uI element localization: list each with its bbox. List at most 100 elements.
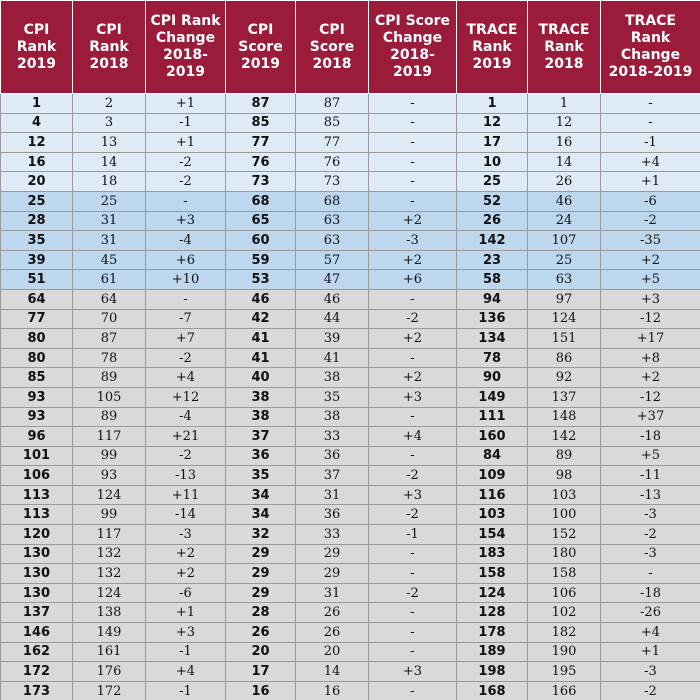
table-cell: - <box>368 93 457 114</box>
table-cell: 98 <box>527 465 601 486</box>
table-cell: 109 <box>456 465 528 486</box>
table-cell: 25 <box>527 249 601 271</box>
table-row: 101 99 -2 36 36-84 89 +5 <box>0 445 700 467</box>
table-cell: - <box>368 680 457 700</box>
table-cell: +1 <box>600 171 700 192</box>
table-cell: 25 <box>72 190 146 212</box>
table-cell: -14 <box>145 504 226 526</box>
table-row: 137 138 +1 28 26-128 102 -26 <box>0 602 700 624</box>
table-cell: 100 <box>527 504 601 526</box>
table-cell: - <box>368 406 457 428</box>
header-cell: CPI Rank Change 2018- 2019 <box>145 0 226 94</box>
table-cell: 24 <box>527 210 601 232</box>
table-cell: 93 <box>0 386 73 408</box>
table-cell: 46 <box>225 288 296 310</box>
table-cell: 182 <box>527 622 601 643</box>
table-cell: 14 <box>72 151 146 173</box>
table-cell: 87 <box>72 328 146 349</box>
table-cell: -2 <box>600 524 700 545</box>
table-cell: 36 <box>295 445 369 467</box>
table-cell: 142 <box>527 426 601 447</box>
table-cell: 59 <box>225 249 296 271</box>
table-cell: 124 <box>72 582 146 604</box>
table-cell: +10 <box>145 269 226 290</box>
table-cell: 33 <box>295 524 369 545</box>
table-cell: 116 <box>456 484 528 506</box>
table-cell: 14 <box>527 151 601 173</box>
header-cell: TRACE Rank 2018 <box>527 0 601 94</box>
table-cell: -2 <box>368 582 457 604</box>
table-cell: 94 <box>456 288 528 310</box>
table-cell: 99 <box>72 504 146 526</box>
table-cell: 149 <box>456 386 528 408</box>
table-row: 162 161 -1 20 20-189 190 +1 <box>0 641 700 663</box>
table-cell: +4 <box>600 151 700 173</box>
table-row: 12 13 +1 77 77-17 16 -1 <box>0 132 700 153</box>
table-row: 25 25-68 68-52 46 -6 <box>0 190 700 212</box>
table-cell: 183 <box>456 543 528 565</box>
table-cell: 132 <box>72 563 146 584</box>
table-cell: - <box>368 445 457 467</box>
table-cell: 29 <box>225 582 296 604</box>
table-cell: 23 <box>456 249 528 271</box>
table-cell: -12 <box>600 386 700 408</box>
table-body: 1 2 +1 87 87-1 1-4 3 -1 85 85-12 12-12 13 +1 77 77-17 1… <box>0 93 700 700</box>
table-cell: 73 <box>225 171 296 192</box>
table-cell: +2 <box>368 249 457 271</box>
table-cell: 93 <box>72 465 146 486</box>
table-cell: 77 <box>0 308 73 330</box>
table-cell: 33 <box>295 426 369 447</box>
table-cell: +7 <box>145 328 226 349</box>
table-cell: 160 <box>456 426 528 447</box>
table-cell: 137 <box>0 602 73 624</box>
table-cell: 29 <box>225 543 296 565</box>
table-cell: 26 <box>456 210 528 232</box>
table-cell: -18 <box>600 426 700 447</box>
table-cell: 58 <box>456 269 528 290</box>
table-cell: -1 <box>145 641 226 663</box>
table-cell: 99 <box>72 445 146 467</box>
table-row: 96 117 +21 37 33 +4 160 142 -18 <box>0 426 700 447</box>
table-cell: -26 <box>600 602 700 624</box>
table-cell: 77 <box>225 132 296 153</box>
table-cell: 107 <box>527 230 601 251</box>
table-cell: 63 <box>295 230 369 251</box>
table-cell: - <box>145 288 226 310</box>
header-row: CPI Rank 2019 CPI Rank 2018 CPI Rank Chang… <box>0 0 700 94</box>
table-cell: -3 <box>600 504 700 526</box>
table-cell: +3 <box>600 288 700 310</box>
table-row: 1 2 +1 87 87-1 1- <box>0 93 700 114</box>
table-cell: 105 <box>72 386 146 408</box>
table-cell: +2 <box>368 328 457 349</box>
table-cell: +3 <box>145 622 226 643</box>
table-cell: 20 <box>225 641 296 663</box>
table-cell: +2 <box>600 367 700 388</box>
table-row: 130 132 +2 29 29-183 180 -3 <box>0 543 700 565</box>
table-cell: +3 <box>368 484 457 506</box>
table-cell: -13 <box>145 465 226 486</box>
table-cell: +1 <box>145 93 226 114</box>
table-cell: 96 <box>0 426 73 447</box>
table-cell: -2 <box>145 171 226 192</box>
table-cell: 78 <box>456 347 528 369</box>
table-cell: 117 <box>72 524 146 545</box>
table-cell: 101 <box>0 445 73 467</box>
table-cell: 12 <box>527 112 601 134</box>
table-cell: 161 <box>72 641 146 663</box>
table-cell: 47 <box>295 269 369 290</box>
table-cell: - <box>368 190 457 212</box>
table-cell: -4 <box>145 406 226 428</box>
table-cell: +6 <box>368 269 457 290</box>
table-cell: 16 <box>527 132 601 153</box>
table-row: 85 89 +4 40 38 +2 90 92 +2 <box>0 367 700 388</box>
table-cell: 180 <box>527 543 601 565</box>
table-cell: 35 <box>295 386 369 408</box>
table-cell: -2 <box>368 504 457 526</box>
table-cell: -2 <box>368 465 457 486</box>
table-cell: 130 <box>0 543 73 565</box>
table-cell: - <box>145 190 226 212</box>
table-cell: - <box>368 622 457 643</box>
table-cell: 25 <box>0 190 73 212</box>
table-cell: 113 <box>0 504 73 526</box>
